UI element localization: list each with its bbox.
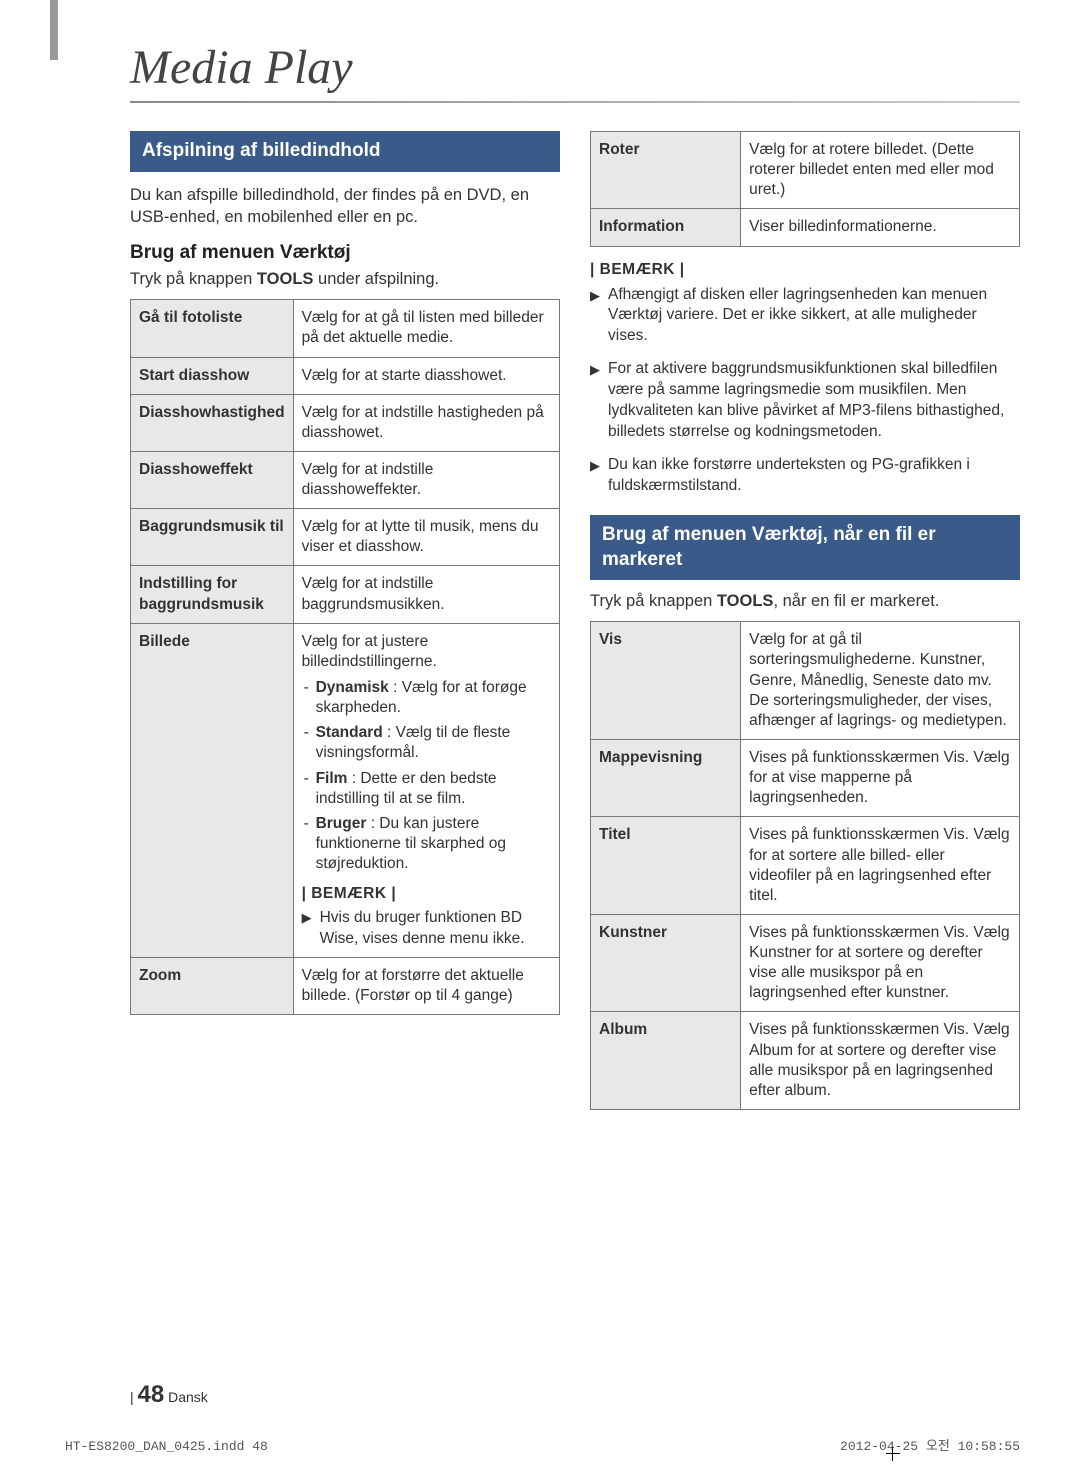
table-row: InformationViser billedinformationerne. — [591, 209, 1020, 246]
table-row: Billede Vælg for at justere billedindsti… — [131, 623, 560, 957]
row-value: Vælg for at lytte til musik, mens du vis… — [293, 509, 559, 566]
subsection-heading-tools: Brug af menuen Værktøj — [130, 242, 560, 264]
row-value: Vælg for at indstille hastigheden på dia… — [293, 394, 559, 451]
tools-table-right: VisVælg for at gå til sorteringsmulighed… — [590, 621, 1020, 1110]
row-value: Vises på funktionsskærmen Vis. Vælg Albu… — [741, 1012, 1020, 1110]
tools-table-left: Gå til fotolisteVælg for at gå til liste… — [130, 299, 560, 1015]
page-number: 48 — [138, 1381, 165, 1408]
page-footer: | 48 Dansk — [130, 1381, 208, 1409]
table-row: Baggrundsmusik tilVælg for at lytte til … — [131, 509, 560, 566]
tools-file-instruction: Tryk på knappen TOOLS, når en fil er mar… — [590, 592, 1020, 611]
row-value: Vælg for at gå til listen med billeder p… — [293, 300, 559, 357]
row-value: Vises på funktionsskærmen Vis. Vælg for … — [741, 817, 1020, 915]
tools-instruction: Tryk på knappen TOOLS under afspilning. — [130, 270, 560, 289]
arrow-icon: ▶ — [590, 457, 600, 475]
footer-language: Dansk — [168, 1389, 208, 1405]
row-value: Vælg for at forstørre det aktuelle bille… — [293, 957, 559, 1014]
row-label: Album — [591, 1012, 741, 1110]
table-row: Indstilling for baggrundsmusikVælg for a… — [131, 566, 560, 623]
section-header-tools-file: Brug af menuen Værktøj, når en fil er ma… — [590, 515, 1020, 580]
row-label: Mappevisning — [591, 739, 741, 816]
arrow-icon: ▶ — [590, 287, 600, 305]
row-label: Zoom — [131, 957, 294, 1014]
list-item: Standard : Vælg til de fleste visningsfo… — [302, 723, 551, 763]
arrow-icon: ▶ — [590, 361, 600, 379]
row-label: Start diasshow — [131, 357, 294, 394]
table-row: TitelVises på funktionsskærmen Vis. Vælg… — [591, 817, 1020, 915]
row-label: Baggrundsmusik til — [131, 509, 294, 566]
row-label: Kunstner — [591, 914, 741, 1012]
row-value: Vælg for at indstille diasshoweffekter. — [293, 451, 559, 508]
list-item: Bruger : Du kan justere funktionerne til… — [302, 814, 551, 874]
row-label: Titel — [591, 817, 741, 915]
table-row: KunstnerVises på funktionsskærmen Vis. V… — [591, 914, 1020, 1012]
note-item: ▶Du kan ikke forstørre underteksten og P… — [590, 455, 1020, 497]
crop-mark-icon — [886, 1447, 900, 1461]
page-margin-bar — [50, 0, 58, 60]
note-item: ▶For at aktivere baggrundsmusikfunktione… — [590, 359, 1020, 443]
page-title: Media Play — [130, 40, 1020, 95]
tools-table-right-top: RoterVælg for at rotere billedet. (Dette… — [590, 131, 1020, 247]
row-value: Viser billedinformationerne. — [741, 209, 1020, 246]
note-item: ▶Afhængigt af disken eller lagringsenhed… — [590, 285, 1020, 348]
row-label: Diasshoweffekt — [131, 451, 294, 508]
row-label: Diasshowhastighed — [131, 394, 294, 451]
arrow-icon: ▶ — [302, 910, 312, 927]
row-value: Vises på funktionsskærmen Vis. Vælg for … — [741, 739, 1020, 816]
print-footer-timestamp: 2012-04-25 오전 10:58:55 — [840, 1435, 1020, 1454]
table-row: RoterVælg for at rotere billedet. (Dette… — [591, 132, 1020, 209]
print-footer-filename: HT-ES8200_DAN_0425.indd 48 — [65, 1439, 268, 1454]
row-label: Indstilling for baggrundsmusik — [131, 566, 294, 623]
row-value: Vælg for at indstille baggrundsmusikken. — [293, 566, 559, 623]
right-column: RoterVælg for at rotere billedet. (Dette… — [590, 131, 1020, 1124]
note-item: ▶ Hvis du bruger funktionen BD Wise, vis… — [302, 908, 551, 948]
table-row: AlbumVises på funktionsskærmen Vis. Vælg… — [591, 1012, 1020, 1110]
row-label: Roter — [591, 132, 741, 209]
row-value-billede: Vælg for at justere billedindstillingern… — [293, 623, 559, 957]
table-row: DiasshowhastighedVælg for at indstille h… — [131, 394, 560, 451]
row-label: Vis — [591, 622, 741, 740]
row-value: Vælg for at rotere billedet. (Dette rote… — [741, 132, 1020, 209]
table-row: VisVælg for at gå til sorteringsmulighed… — [591, 622, 1020, 740]
note-label: | BEMÆRK | — [590, 261, 1020, 279]
intro-text: Du kan afspille billedindhold, der finde… — [130, 184, 560, 229]
row-label: Information — [591, 209, 741, 246]
note-list: ▶Afhængigt af disken eller lagringsenhed… — [590, 285, 1020, 497]
row-value: Vises på funktionsskærmen Vis. Vælg Kuns… — [741, 914, 1020, 1012]
row-value: Vælg for at gå til sorteringsmulighedern… — [741, 622, 1020, 740]
list-item: Film : Dette er den bedste indstilling t… — [302, 769, 551, 809]
row-value: Vælg for at starte diasshowet. — [293, 357, 559, 394]
list-item: Dynamisk : Vælg for at forøge skarpheden… — [302, 678, 551, 718]
row-label-billede: Billede — [131, 623, 294, 957]
left-column: Afspilning af billedindhold Du kan afspi… — [130, 131, 560, 1124]
table-row: MappevisningVises på funktionsskærmen Vi… — [591, 739, 1020, 816]
section-header-playback: Afspilning af billedindhold — [130, 131, 560, 172]
table-row: Start diasshowVælg for at starte diassho… — [131, 357, 560, 394]
table-row: Gå til fotolisteVælg for at gå til liste… — [131, 300, 560, 357]
note-label: | BEMÆRK | — [302, 884, 551, 904]
title-underline — [130, 101, 1020, 103]
table-row: DiasshoweffektVælg for at indstille dias… — [131, 451, 560, 508]
table-row: ZoomVælg for at forstørre det aktuelle b… — [131, 957, 560, 1014]
row-label: Gå til fotoliste — [131, 300, 294, 357]
